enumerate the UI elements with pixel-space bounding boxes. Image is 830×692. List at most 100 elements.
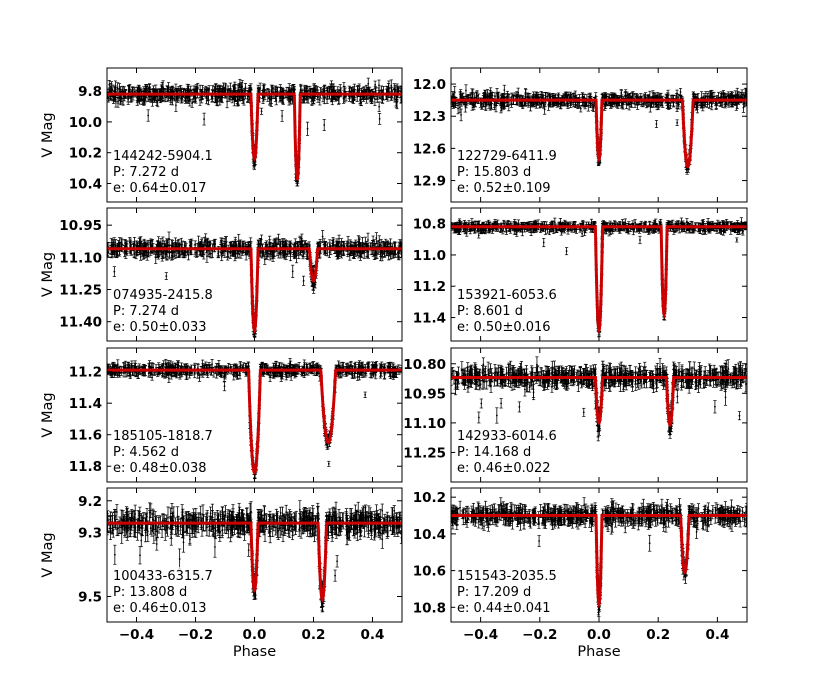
data-point: [299, 238, 303, 252]
data-point: [517, 401, 521, 413]
y-tick-label: 11.4: [413, 311, 446, 327]
y-tick-label: 11.25: [59, 283, 102, 299]
data-point: [366, 77, 370, 90]
light-curve-panel-1: 9.810.010.210.4V Mag 144242-5904.1P: 7.27…: [40, 67, 403, 203]
data-point: [190, 98, 194, 108]
data-point: [178, 548, 182, 570]
y-tick-label: 12.9: [413, 174, 446, 190]
y-tick-label: 11.25: [403, 445, 446, 461]
y-tick-label: 10.2: [69, 146, 102, 162]
data-point: [365, 89, 369, 104]
period-label: P: 8.601 d: [457, 304, 523, 319]
data-point: [159, 84, 164, 93]
y-tick-label: 10.95: [403, 386, 446, 402]
star-annotation: 144242-5904.1P: 7.272 de: 0.64±0.017: [111, 147, 229, 196]
y-tick-label: 11.0: [413, 248, 446, 264]
y-tick-label: 11.40: [59, 315, 102, 331]
data-point: [246, 89, 250, 103]
data-point: [200, 84, 205, 100]
model-curve: [107, 92, 402, 181]
data-point: [167, 231, 171, 246]
data-point: [707, 96, 712, 109]
period-label: P: 7.272 d: [113, 165, 179, 180]
y-tick-label: 10.8: [413, 217, 446, 233]
data-point: [479, 398, 483, 409]
data-point: [280, 110, 284, 122]
eccentricity-label: e: 0.64±0.017: [113, 181, 207, 196]
data-point: [377, 101, 381, 113]
data-point: [302, 275, 306, 286]
y-tick-label: 10.95: [59, 218, 102, 234]
star-id: 144242-5904.1: [113, 149, 213, 164]
plot-area: [451, 217, 747, 338]
data-point: [197, 373, 202, 382]
data-point: [161, 236, 165, 246]
star-id: 122729-6411.9: [457, 149, 557, 164]
data-point: [499, 102, 504, 112]
data-point: [329, 83, 333, 91]
data-point: [203, 236, 207, 246]
data-point: [502, 84, 506, 96]
data-point: [312, 83, 316, 92]
plot-area: [107, 77, 402, 187]
data-point: [675, 105, 679, 112]
data-point: [297, 522, 301, 537]
data-point: [477, 411, 481, 424]
data-point: [109, 238, 113, 248]
y-axis-label: V Mag: [40, 252, 56, 297]
eccentricity-label: e: 0.50±0.033: [113, 320, 207, 335]
data-point: [582, 407, 586, 417]
data-point: [363, 391, 367, 398]
data-point: [222, 381, 227, 392]
data-point: [230, 245, 235, 256]
data-point: [138, 546, 142, 565]
data-point: [112, 266, 116, 278]
period-label: P: 7.274 d: [113, 304, 179, 319]
data-point: [541, 92, 545, 105]
data-point: [377, 79, 381, 91]
data-point: [464, 84, 468, 97]
data-point: [310, 95, 314, 106]
y-axis-label: V Mag: [40, 392, 56, 437]
data-point: [263, 254, 267, 265]
data-point: [282, 238, 286, 248]
y-tick-label: 11.10: [59, 250, 102, 266]
data-point: [393, 89, 397, 103]
data-point: [107, 80, 111, 90]
y-tick-label: 11.10: [403, 416, 446, 432]
data-point: [378, 113, 382, 125]
star-annotation: 185105-1818.7P: 4.562 de: 0.48±0.038: [111, 427, 229, 476]
data-point: [321, 230, 325, 244]
data-point: [146, 109, 150, 122]
data-point: [216, 248, 220, 259]
data-point: [327, 460, 331, 467]
eccentricity-label: e: 0.52±0.109: [457, 181, 551, 196]
y-tick-label: 11.2: [69, 365, 102, 381]
data-point: [458, 102, 462, 113]
data-point: [291, 264, 295, 278]
data-point: [322, 119, 326, 131]
data-point: [170, 239, 174, 253]
data-point: [564, 247, 569, 256]
data-point: [321, 89, 325, 103]
model-curve: [107, 247, 402, 334]
data-point: [456, 103, 460, 115]
period-label: P: 15.803 d: [457, 165, 531, 180]
data-point: [213, 536, 217, 558]
data-point: [603, 92, 607, 99]
data-point: [375, 94, 379, 103]
data-point: [350, 90, 354, 104]
data-point: [542, 238, 546, 248]
data-point: [334, 240, 338, 253]
data-point: [305, 121, 310, 136]
y-tick-label: 10.4: [69, 177, 102, 193]
data-point: [247, 543, 251, 557]
period-label: P: 14.168 d: [457, 445, 531, 460]
data-point: [178, 517, 182, 535]
data-point: [713, 400, 717, 414]
